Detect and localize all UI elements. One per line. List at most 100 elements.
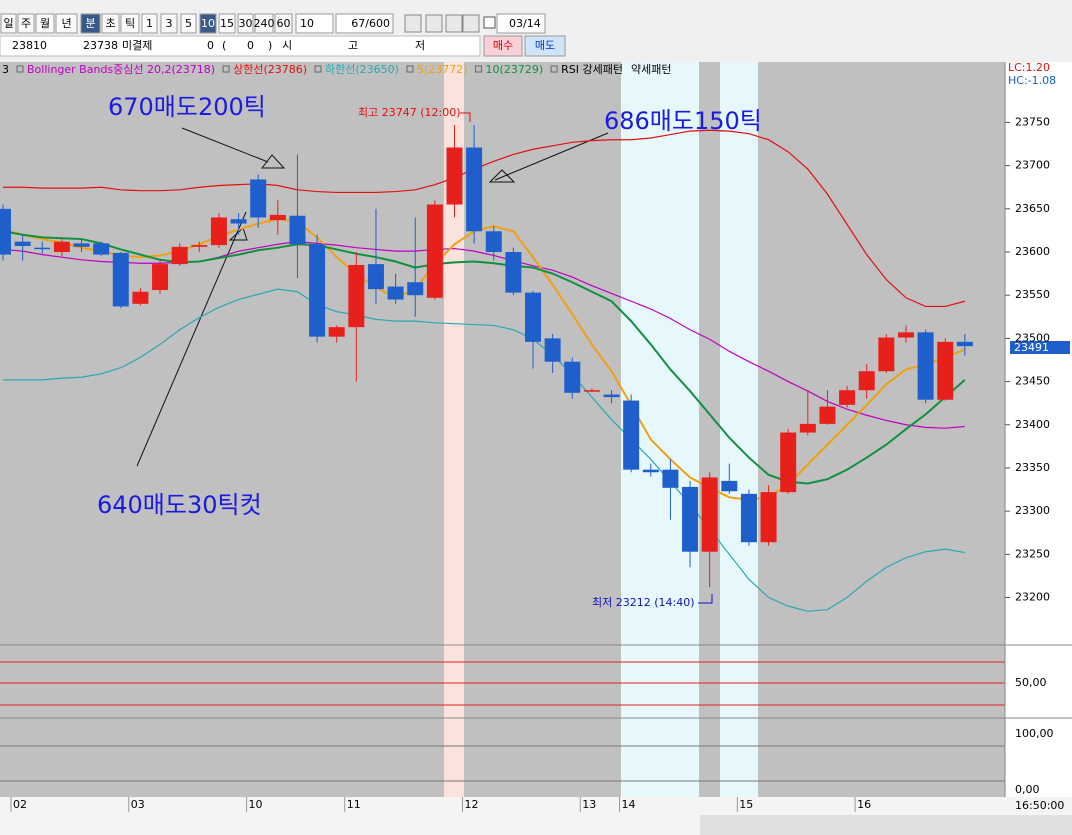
indicator-label: 50,00 [1015,676,1047,689]
period-button[interactable] [254,13,274,34]
select-box[interactable] [295,13,334,34]
candle-body [230,219,247,224]
x-tick-label: 12 [464,798,478,811]
y-tick-label: 23400 [1015,418,1050,431]
high-zone [444,62,464,645]
quote-item: 고 [348,39,358,52]
buy-button[interactable] [483,35,523,57]
count-box[interactable] [335,13,394,34]
period-button[interactable] [274,13,293,34]
y-tick-label: 23600 [1015,245,1050,258]
legend-swatch [222,65,230,73]
y-tick-label: 23200 [1015,590,1050,603]
tool-icon[interactable] [404,14,422,33]
candle-body [839,390,856,405]
quote-item: 23738 [83,39,118,52]
quote-item: ( [222,39,226,52]
y-tick-label: 23450 [1015,375,1050,388]
hc-label: HC:-1.08 [1008,74,1056,87]
candle-body [348,264,365,328]
x-tick-label: 15 [739,798,753,811]
candle-body [858,371,875,391]
candle-body [309,244,326,337]
quote-item: 미결제 [122,39,152,52]
tool-icon[interactable] [425,14,443,33]
legend-text: Bollinger Bands중심선 20,2(23718) [27,63,215,76]
period-label: 주 [21,17,31,30]
candle-body [367,264,384,290]
period-button[interactable] [218,13,236,34]
period-button[interactable] [80,13,101,34]
arrow-head [228,154,516,241]
period-label: 분 [85,17,95,30]
legend-text: 하한선(23650) [325,62,399,76]
legend-text: 10(23729) [486,63,544,76]
date: 03/14 [509,17,541,30]
quote-item: 저 [415,39,425,52]
indicator-line [2,218,966,501]
indicator-label: 0,00 [1015,783,1040,796]
last-price: 23491 [1014,341,1049,354]
period-label: 년 [61,17,71,30]
checkbox[interactable] [483,16,496,29]
candle-body [799,423,816,433]
period-button[interactable] [0,13,17,34]
period-label: 5 [185,17,192,30]
candle-body [446,147,463,205]
period-button[interactable] [160,13,178,34]
candle-body [191,245,208,247]
x-tick-label: 16 [857,798,871,811]
period-button[interactable] [55,13,78,34]
period-button[interactable] [101,13,120,34]
period-button[interactable] [237,13,254,34]
candle-body [289,215,306,245]
annotation: 670매도200틱 [108,93,266,121]
candle-body [152,264,169,291]
candle-body [740,493,757,543]
x-tick-label: 11 [347,798,361,811]
scrollbar[interactable] [700,815,1072,835]
low-zone [720,62,758,645]
period-label: 10 [201,17,215,30]
candle-body [485,231,502,253]
candle-body [682,486,699,552]
legend-text: 상한선(23786) [233,63,307,76]
candle-body [780,432,797,493]
y-tick-label: 23650 [1015,202,1050,215]
pointer [698,594,713,604]
tool-icon[interactable] [462,14,480,33]
pointer [460,112,471,122]
date-box[interactable] [496,13,546,34]
candle-body [897,332,914,338]
indicator-line [3,288,965,612]
period-button[interactable] [180,13,197,34]
period-button[interactable] [199,13,217,34]
annotation: 640매도30틱컷 [97,491,262,519]
period-label: 초 [105,17,115,30]
annotation: 686매도150틱 [604,107,762,135]
indicator-line [2,230,966,485]
period-button[interactable] [17,13,35,34]
tool-icon[interactable] [445,14,463,33]
low-zone [621,62,699,645]
sell-label: 매도 [535,39,555,52]
candle-body [93,243,110,255]
period-button[interactable] [35,13,55,34]
y-tick-label: 23300 [1015,504,1050,517]
period-label: 30 [239,17,253,30]
candle-body [525,292,542,342]
sell-button[interactable] [524,35,566,57]
candle-body [603,394,620,398]
candle-body [623,400,640,470]
y-tick-label: 23700 [1015,159,1050,172]
legend-swatch [16,65,24,73]
candle-body [132,291,149,304]
period-button[interactable] [141,13,158,34]
x-tick-label: 13 [582,798,596,811]
period-button[interactable] [120,13,140,34]
quote-bg [0,35,481,57]
low-zone [621,645,699,797]
x-tick-label: 14 [622,798,636,811]
y-tick-label: 23500 [1015,331,1050,344]
candle-body [819,406,836,424]
